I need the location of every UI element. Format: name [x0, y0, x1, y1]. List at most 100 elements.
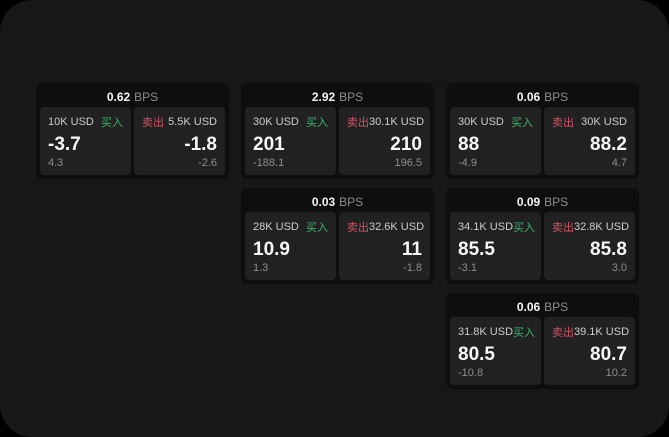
buy-size: 30K USD [458, 116, 504, 128]
buy-panel-top: 30K USD 买入 [458, 114, 533, 130]
spread-unit: BPS [544, 195, 569, 209]
buy-panel-top: 30K USD 买入 [253, 114, 328, 130]
buy-price: 201 [253, 133, 285, 155]
sell-button[interactable]: 卖出 [347, 222, 369, 234]
sell-size: 30.1K USD [369, 116, 425, 128]
spread-header: 0.06 BPS [450, 297, 635, 317]
sell-panel[interactable]: 卖出 5.5K USD -1.8 -2.6 [134, 107, 225, 175]
spread-header: 0.62 BPS [40, 87, 225, 107]
buy-panel[interactable]: 31.8K USD 买入 80.5 -10.8 [450, 317, 541, 385]
sell-panel-top: 卖出 30.1K USD [347, 114, 425, 130]
buy-panel[interactable]: 28K USD 买入 10.9 1.3 [245, 212, 336, 280]
sell-panel[interactable]: 卖出 39.1K USD 80.7 10.2 [544, 317, 635, 385]
spread-value: 0.06 [516, 90, 541, 104]
sell-size: 32.6K USD [369, 221, 425, 233]
quote-card: 2.92 BPS 30K USD 买入 201 -188.1 卖出 30.1K … [241, 83, 434, 179]
sell-panel-top: 卖出 39.1K USD [552, 324, 630, 340]
quote-panels: 30K USD 买入 88 -4.9 卖出 30K USD 88.2 4.7 [450, 107, 635, 175]
quote-card: 0.06 BPS 30K USD 买入 88 -4.9 卖出 30K USD 8… [446, 83, 639, 179]
buy-panel[interactable]: 30K USD 买入 88 -4.9 [450, 107, 541, 175]
quotes-grid: 0.62 BPS 10K USD 买入 -3.7 4.3 卖出 5.5K USD… [36, 83, 639, 389]
spread-unit: BPS [134, 90, 159, 104]
buy-size: 30K USD [253, 116, 299, 128]
sell-price: 210 [390, 133, 422, 155]
quote-panels: 31.8K USD 买入 80.5 -10.8 卖出 39.1K USD 80.… [450, 317, 635, 385]
sell-price: 80.7 [590, 343, 627, 365]
buy-panel[interactable]: 30K USD 买入 201 -188.1 [245, 107, 336, 175]
sell-panel-top: 卖出 30K USD [552, 114, 627, 130]
buy-delta: 4.3 [48, 157, 64, 169]
sell-delta: 4.7 [611, 157, 627, 169]
quote-panels: 10K USD 买入 -3.7 4.3 卖出 5.5K USD -1.8 -2.… [40, 107, 225, 175]
sell-panel-top: 卖出 5.5K USD [142, 114, 217, 130]
sell-panel[interactable]: 卖出 32.8K USD 85.8 3.0 [544, 212, 635, 280]
sell-price: -1.8 [184, 133, 217, 155]
sell-panel[interactable]: 卖出 30K USD 88.2 4.7 [544, 107, 635, 175]
sell-button[interactable]: 卖出 [552, 327, 574, 339]
spread-unit: BPS [339, 90, 364, 104]
sell-delta: 3.0 [611, 262, 627, 274]
quote-panels: 34.1K USD 买入 85.5 -3.1 卖出 32.8K USD 85.8… [450, 212, 635, 280]
buy-price: 88 [458, 133, 480, 155]
spread-unit: BPS [339, 195, 364, 209]
sell-delta: 10.2 [605, 367, 627, 379]
buy-price: 80.5 [458, 343, 495, 365]
spread-header: 0.06 BPS [450, 87, 635, 107]
sell-button[interactable]: 卖出 [347, 117, 369, 129]
sell-delta: 196.5 [394, 157, 422, 169]
buy-button[interactable]: 买入 [306, 222, 328, 234]
sell-button[interactable]: 卖出 [552, 117, 574, 129]
spread-value: 0.62 [106, 90, 131, 104]
quote-card: 0.06 BPS 31.8K USD 买入 80.5 -10.8 卖出 39.1… [446, 293, 639, 389]
quote-card: 0.09 BPS 34.1K USD 买入 85.5 -3.1 卖出 32.8K… [446, 188, 639, 284]
buy-price: 10.9 [253, 238, 290, 260]
buy-panel-top: 31.8K USD 买入 [458, 324, 536, 340]
buy-price: -3.7 [48, 133, 81, 155]
buy-delta: -10.8 [458, 367, 484, 379]
quote-card: 0.62 BPS 10K USD 买入 -3.7 4.3 卖出 5.5K USD… [36, 83, 229, 179]
buy-price: 85.5 [458, 238, 495, 260]
sell-delta: -2.6 [198, 157, 217, 169]
buy-panel[interactable]: 34.1K USD 买入 85.5 -3.1 [450, 212, 541, 280]
buy-delta: -188.1 [253, 157, 285, 169]
sell-price: 88.2 [590, 133, 627, 155]
quote-panels: 28K USD 买入 10.9 1.3 卖出 32.6K USD 11 -1.8 [245, 212, 430, 280]
buy-button[interactable]: 买入 [511, 117, 533, 129]
sell-price: 85.8 [590, 238, 627, 260]
spread-unit: BPS [544, 90, 569, 104]
buy-size: 28K USD [253, 221, 299, 233]
sell-size: 39.1K USD [574, 326, 630, 338]
spread-value: 0.09 [516, 195, 541, 209]
buy-button[interactable]: 买入 [306, 117, 328, 129]
buy-button[interactable]: 买入 [513, 222, 536, 234]
spread-value: 0.03 [311, 195, 336, 209]
buy-panel-top: 34.1K USD 买入 [458, 219, 536, 235]
buy-panel[interactable]: 10K USD 买入 -3.7 4.3 [40, 107, 131, 175]
sell-price: 11 [401, 238, 422, 260]
sell-size: 5.5K USD [168, 116, 217, 128]
sell-panel-top: 卖出 32.6K USD [347, 219, 425, 235]
quote-card: 0.03 BPS 28K USD 买入 10.9 1.3 卖出 32.6K US… [241, 188, 434, 284]
buy-button[interactable]: 买入 [513, 327, 536, 339]
buy-button[interactable]: 买入 [101, 117, 123, 129]
buy-panel-top: 28K USD 买入 [253, 219, 328, 235]
sell-size: 30K USD [581, 116, 627, 128]
sell-panel[interactable]: 卖出 30.1K USD 210 196.5 [339, 107, 430, 175]
spread-value: 2.92 [311, 90, 336, 104]
buy-delta: -4.9 [458, 157, 477, 169]
sell-size: 32.8K USD [574, 221, 630, 233]
buy-delta: 1.3 [253, 262, 269, 274]
buy-size: 10K USD [48, 116, 94, 128]
sell-button[interactable]: 卖出 [552, 222, 574, 234]
sell-button[interactable]: 卖出 [142, 117, 164, 129]
spread-header: 0.09 BPS [450, 192, 635, 212]
sell-delta: -1.8 [403, 262, 422, 274]
buy-delta: -3.1 [458, 262, 477, 274]
buy-size: 34.1K USD [458, 221, 514, 233]
quote-panels: 30K USD 买入 201 -188.1 卖出 30.1K USD 210 1… [245, 107, 430, 175]
sell-panel[interactable]: 卖出 32.6K USD 11 -1.8 [339, 212, 430, 280]
spread-unit: BPS [544, 300, 569, 314]
spread-value: 0.06 [516, 300, 541, 314]
